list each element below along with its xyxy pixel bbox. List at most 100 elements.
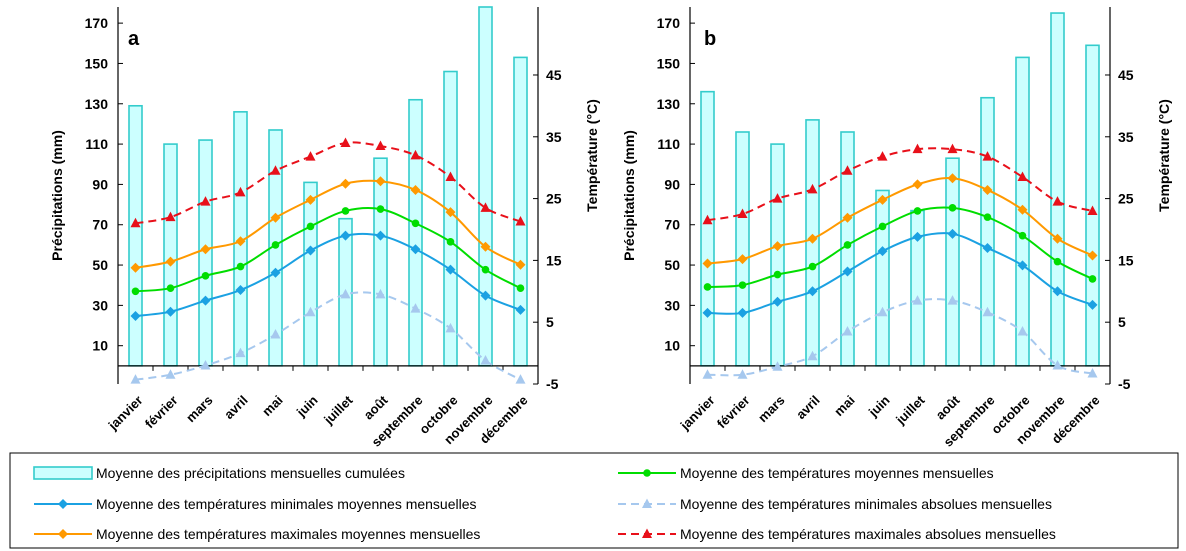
legend-item-precip: Moyenne des précipitations mensuelles cu… xyxy=(33,465,405,481)
legend-item-min: Moyenne des températures minimales moyen… xyxy=(34,496,477,512)
precip-bar xyxy=(1050,12,1065,367)
data-point xyxy=(982,184,993,195)
data-point xyxy=(306,222,315,231)
data-point xyxy=(877,246,888,257)
month-label: janvier xyxy=(105,393,146,434)
data-point xyxy=(165,369,176,379)
y2-axis-title: Température (°C) xyxy=(584,99,600,212)
data-point xyxy=(130,262,141,273)
data-point xyxy=(913,207,922,215)
y-tick-label: 30 xyxy=(664,297,680,313)
month-label: juillet xyxy=(892,392,928,428)
series-line xyxy=(135,179,521,269)
data-point xyxy=(305,194,316,205)
y2-tick-label: 15 xyxy=(1118,252,1134,268)
y-axis-title: Précipitations (mm) xyxy=(49,130,65,261)
data-point xyxy=(1052,359,1063,370)
data-point xyxy=(737,254,748,265)
data-point xyxy=(877,151,888,161)
data-point xyxy=(305,245,316,256)
data-point xyxy=(807,286,818,297)
y-tick-label: 150 xyxy=(657,55,681,71)
data-point xyxy=(1052,233,1063,244)
y-tick-label: 90 xyxy=(664,176,680,192)
series-absmin xyxy=(702,295,1098,379)
data-point xyxy=(702,307,713,318)
month-label: avril xyxy=(221,393,251,423)
y-tick-label: 130 xyxy=(85,96,109,112)
month-label: mai xyxy=(259,393,285,419)
legend-label: Moyenne des précipitations mensuelles cu… xyxy=(96,465,405,481)
series-line xyxy=(707,147,1093,222)
legend-item-max: Moyenne des températures maximales moyen… xyxy=(34,526,480,542)
precip-bar xyxy=(875,189,890,367)
data-point xyxy=(1052,196,1063,206)
data-point xyxy=(1087,250,1098,261)
precip-bar xyxy=(980,96,995,367)
legend-label: Moyenne des températures moyennes mensue… xyxy=(680,465,994,481)
data-point xyxy=(340,288,351,299)
data-point xyxy=(445,207,456,218)
data-point xyxy=(1017,325,1028,336)
data-point xyxy=(305,151,316,161)
data-point xyxy=(270,212,281,223)
data-point xyxy=(270,165,281,175)
precip-bar xyxy=(770,143,785,367)
legend-item-absmin: Moyenne des températures minimales absol… xyxy=(618,496,1052,512)
y2-tick-label: 35 xyxy=(546,129,562,145)
precip-bar xyxy=(700,90,715,367)
data-point xyxy=(842,325,853,336)
data-point xyxy=(445,171,456,181)
series-min xyxy=(702,228,1098,318)
data-point xyxy=(1052,286,1063,297)
data-point xyxy=(410,244,421,255)
data-point xyxy=(982,243,993,254)
data-point xyxy=(515,215,526,226)
data-point xyxy=(878,222,887,231)
month-label: août xyxy=(933,392,963,422)
data-point xyxy=(1017,204,1028,215)
data-point xyxy=(947,295,958,305)
y2-tick-label: 15 xyxy=(546,252,562,268)
data-point xyxy=(340,230,351,241)
y-tick-label: 10 xyxy=(92,338,108,354)
month-label: janvier xyxy=(677,393,718,434)
data-point xyxy=(947,228,958,239)
series-line xyxy=(135,141,521,225)
data-point xyxy=(772,241,783,252)
chart-legend: Moyenne des précipitations mensuelles cu… xyxy=(9,452,1179,549)
precip-bar xyxy=(408,98,423,367)
y2-tick-label: 35 xyxy=(1118,129,1134,145)
legend-label: Moyenne des températures minimales absol… xyxy=(680,496,1052,512)
data-point xyxy=(480,202,491,212)
data-point xyxy=(446,238,455,246)
data-point xyxy=(808,262,817,271)
y-tick-label: 70 xyxy=(664,217,680,233)
month-label: mai xyxy=(831,393,857,419)
month-label: mars xyxy=(755,393,788,426)
month-label: mars xyxy=(183,393,216,426)
data-point xyxy=(340,137,351,147)
series-min xyxy=(130,230,526,322)
data-point xyxy=(807,183,818,194)
data-point xyxy=(515,259,526,270)
data-point xyxy=(200,244,211,255)
data-point xyxy=(375,230,386,241)
precip-bar xyxy=(513,56,528,367)
data-point xyxy=(165,256,176,267)
y-tick-label: 110 xyxy=(85,136,108,152)
month-label: juin xyxy=(865,392,893,420)
y-tick-label: 130 xyxy=(657,96,681,112)
data-point xyxy=(737,208,748,219)
data-point xyxy=(235,236,246,247)
data-point xyxy=(480,355,491,365)
legend-label: Moyenne des températures minimales moyen… xyxy=(96,496,477,512)
data-point xyxy=(271,241,280,249)
data-point xyxy=(201,272,210,280)
y2-tick-label: 5 xyxy=(546,314,554,330)
data-point xyxy=(947,143,958,154)
series-mean xyxy=(703,204,1097,291)
data-point xyxy=(410,149,421,160)
y-tick-label: 30 xyxy=(92,297,108,313)
